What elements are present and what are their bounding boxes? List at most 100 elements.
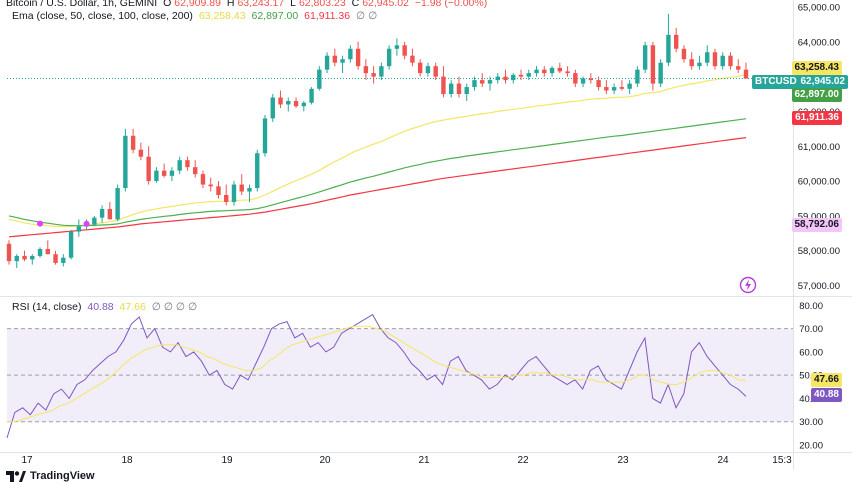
tradingview-brand[interactable]: TradingView bbox=[6, 470, 95, 482]
candle-body bbox=[177, 160, 182, 171]
candle-body bbox=[697, 62, 702, 67]
candle-body bbox=[61, 257, 66, 263]
candle-body bbox=[425, 66, 431, 74]
candle-body bbox=[511, 74, 516, 81]
candle-body bbox=[22, 255, 27, 260]
price-tick-label: 59,000.00 bbox=[798, 211, 840, 222]
candle-body bbox=[534, 69, 539, 74]
ema-line-200 bbox=[8, 137, 747, 238]
time-tick-label: 18 bbox=[121, 455, 133, 466]
candle-body bbox=[317, 69, 322, 89]
price-tick-label: 60,000.00 bbox=[798, 177, 840, 188]
candle-body bbox=[433, 66, 438, 77]
candle-body bbox=[526, 73, 531, 77]
candle-body bbox=[402, 45, 407, 56]
candle-body bbox=[247, 188, 252, 192]
ema50-price-tag: 63,258.43 bbox=[791, 61, 842, 75]
rsi-legend-value: 40.88 bbox=[87, 301, 114, 313]
marker-price-tag: 58,792.06 bbox=[791, 218, 842, 232]
lightning-icon[interactable] bbox=[739, 276, 757, 294]
ohlc-high-value: 63,243.17 bbox=[237, 0, 285, 9]
candle-body bbox=[30, 255, 35, 260]
ema-line-50 bbox=[8, 73, 747, 228]
candle-body bbox=[464, 87, 469, 95]
ohlc-open-value: 62,909.89 bbox=[174, 0, 221, 9]
candle-body bbox=[138, 149, 144, 157]
rsi-tick-label: 80.00 bbox=[799, 301, 823, 312]
candle-body bbox=[712, 52, 718, 67]
candle-body bbox=[130, 135, 136, 150]
ema50-legend-value: 63,258.43 bbox=[198, 10, 246, 22]
rsi-line bbox=[6, 313, 747, 439]
price-tick-label: 64,000.00 bbox=[798, 37, 840, 48]
candle-body bbox=[262, 118, 268, 154]
candle-body bbox=[573, 73, 578, 84]
rsi-legend-label[interactable]: RSI (14, close) bbox=[12, 301, 82, 313]
ema-legend-label[interactable]: Ema (close, 50, close, 100, close, 200) bbox=[12, 10, 193, 22]
candle-body bbox=[557, 67, 563, 72]
candle-body bbox=[107, 208, 113, 220]
time-tick-label: 21 bbox=[418, 455, 430, 466]
candle-body bbox=[495, 76, 500, 81]
candle-body bbox=[472, 80, 477, 88]
ema-line-100 bbox=[8, 118, 747, 227]
candle-body bbox=[728, 55, 733, 67]
cross-marker bbox=[83, 220, 90, 227]
candle-body bbox=[216, 186, 221, 196]
close-price: 62,945.02 bbox=[800, 76, 846, 87]
time-tick-label: 20 bbox=[319, 455, 331, 466]
candle-body bbox=[208, 184, 213, 187]
candle-body bbox=[689, 59, 694, 67]
candle-body bbox=[185, 160, 190, 168]
candle-body bbox=[580, 78, 586, 84]
ohlc-close-label: C bbox=[351, 0, 360, 9]
candle-body bbox=[6, 243, 12, 262]
candle-body bbox=[200, 174, 206, 185]
price-legend: Bitcoin / U.S. Dollar, 1h, GEMINI O 62,90… bbox=[6, 0, 490, 9]
rsi-legend-na: ∅ ∅ ∅ ∅ bbox=[151, 301, 198, 313]
candle-body bbox=[255, 153, 260, 189]
candle-body bbox=[154, 170, 159, 182]
rsi-value-tag: 40.88 bbox=[810, 388, 842, 402]
ema-legend: Ema (close, 50, close, 100, close, 200) … bbox=[12, 10, 380, 22]
candle-body bbox=[53, 254, 58, 263]
candle-body bbox=[363, 66, 369, 74]
candle-body bbox=[386, 48, 392, 67]
price-tick-label: 57,000.00 bbox=[798, 281, 840, 292]
candle-body bbox=[666, 34, 671, 63]
symbol-title[interactable]: Bitcoin / U.S. Dollar, 1h, GEMINI bbox=[6, 0, 158, 9]
time-tick-label: 15:3 bbox=[772, 455, 792, 466]
ema100-legend-value: 62,897.00 bbox=[251, 10, 299, 22]
candle-body bbox=[192, 167, 198, 175]
rsi-tick-label: 20.00 bbox=[799, 441, 823, 452]
candle-body bbox=[224, 195, 229, 202]
candle-body bbox=[293, 100, 299, 107]
ema-legend-na: ∅ ∅ bbox=[356, 10, 378, 22]
candle-body bbox=[92, 217, 97, 225]
time-tick-label: 24 bbox=[717, 455, 729, 466]
ohlc-change: −1.98 (−0.00%) bbox=[414, 0, 488, 9]
candle-body bbox=[542, 69, 547, 74]
brand-name: TradingView bbox=[30, 470, 95, 482]
time-tick-label: 23 bbox=[617, 455, 629, 466]
candle-body bbox=[588, 78, 594, 81]
candle-body bbox=[604, 87, 609, 91]
rsi-tick-label: 60.00 bbox=[799, 347, 823, 358]
ema200-legend-value: 61,911.36 bbox=[304, 10, 351, 22]
candle-body bbox=[480, 80, 485, 84]
rsi-tick-label: 70.00 bbox=[799, 324, 823, 335]
candle-body bbox=[487, 80, 493, 84]
candle-body bbox=[231, 184, 237, 202]
rsi-tick-label: 30.00 bbox=[799, 417, 823, 428]
candle-body bbox=[379, 66, 384, 77]
price-tick-label: 61,000.00 bbox=[798, 142, 840, 153]
tradingview-logo-icon bbox=[6, 470, 26, 482]
ohlc-low-label: L bbox=[290, 0, 296, 9]
candle-body bbox=[503, 76, 508, 81]
candle-body bbox=[76, 226, 82, 232]
ema200-price-tag: 61,911.36 bbox=[792, 111, 842, 125]
ohlc-close-value: 62,945.02 bbox=[362, 0, 409, 9]
candle-body bbox=[169, 170, 175, 176]
candle-body bbox=[239, 184, 244, 192]
